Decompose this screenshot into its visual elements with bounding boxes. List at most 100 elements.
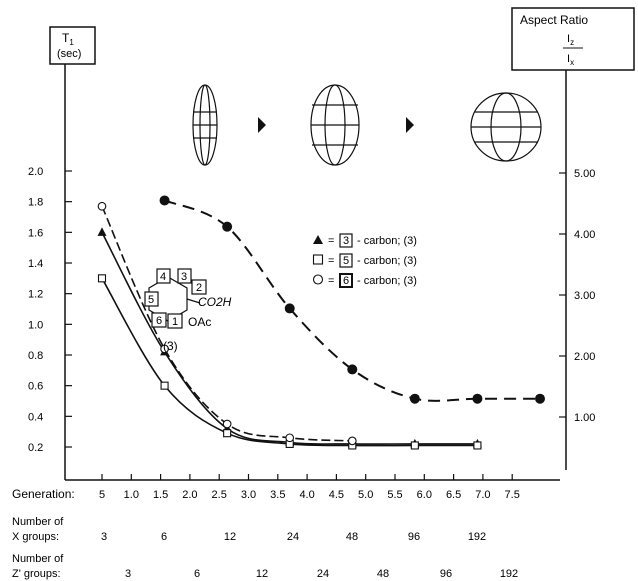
x-axis-ticks: 5 1.0 1.5 2.0 2.5 3.0 3.5 4.0 4.5 5.0 5.5 6.0 6.5 7.0… bbox=[99, 474, 520, 501]
filled-circle-marker bbox=[347, 364, 358, 375]
right-axis-ticks: 1.00 2.00 3.00 4.00 5.00 bbox=[559, 168, 595, 424]
z-groups-values: 3 6 12 24 48 96 192 bbox=[125, 568, 518, 580]
svg-text:3: 3 bbox=[181, 271, 187, 283]
sphere-icon bbox=[470, 92, 542, 162]
legend-number: 3 bbox=[343, 235, 349, 247]
legend-label: - carbon; (3) bbox=[357, 255, 417, 267]
circle-marker bbox=[285, 433, 295, 443]
x-tick-label: 7.5 bbox=[505, 489, 520, 501]
left-tick-label: 0.4 bbox=[28, 411, 43, 423]
series-markers bbox=[97, 195, 545, 450]
circle-marker bbox=[97, 201, 107, 211]
svg-text:2: 2 bbox=[196, 282, 202, 294]
filled-circle-marker bbox=[222, 221, 233, 232]
left-axis-title-box bbox=[49, 26, 96, 65]
x-group-value: 24 bbox=[287, 531, 299, 543]
x-group-value: 6 bbox=[161, 531, 167, 543]
circle-marker bbox=[347, 436, 357, 446]
z-groups-label-1: Number of bbox=[12, 553, 64, 565]
ratio-denominator: Ix bbox=[567, 53, 574, 67]
legend-number: 6 bbox=[343, 275, 349, 287]
square-marker bbox=[473, 441, 482, 450]
x-tick-label: 1.0 bbox=[124, 489, 139, 501]
z-groups-label-2: Z' groups: bbox=[12, 568, 61, 580]
x-tick-label: 3.0 bbox=[241, 489, 256, 501]
left-axis-title: T1 bbox=[62, 31, 74, 47]
x-tick-label: 5.0 bbox=[358, 489, 373, 501]
x-groups-label-1: Number of bbox=[12, 516, 64, 528]
right-axis-title: Aspect Ratio bbox=[520, 13, 588, 27]
arrow-right-icon bbox=[406, 117, 414, 133]
x-tick-label: 5 bbox=[99, 489, 105, 501]
x-groups-values: 3 6 12 24 48 96 192 bbox=[101, 531, 486, 543]
x-group-value: 12 bbox=[224, 531, 236, 543]
left-axis-unit: (sec) bbox=[57, 48, 81, 60]
x-tick-label: 5.5 bbox=[387, 489, 402, 501]
left-tick-label: 2.0 bbox=[28, 166, 43, 178]
right-tick-label: 2.00 bbox=[574, 351, 595, 363]
ellipsoid-mid-icon bbox=[310, 84, 360, 166]
circle-marker bbox=[222, 419, 232, 429]
x-group-value: 192 bbox=[468, 531, 486, 543]
right-tick-label: 4.00 bbox=[574, 229, 595, 241]
x-tick-label: 1.5 bbox=[153, 489, 168, 501]
series-line-circle bbox=[101, 205, 353, 442]
square-marker bbox=[97, 274, 107, 283]
z-group-value: 96 bbox=[440, 568, 452, 580]
legend-number: 5 bbox=[343, 255, 349, 267]
arrow-right-icon bbox=[258, 117, 266, 133]
x-group-value: 3 bbox=[101, 531, 107, 543]
square-marker bbox=[410, 441, 419, 450]
right-axis-title-box bbox=[511, 7, 635, 71]
legend-equals: = bbox=[328, 255, 334, 267]
filled-circle-marker bbox=[284, 303, 295, 314]
svg-text:4: 4 bbox=[160, 271, 166, 283]
x-tick-label: 3.5 bbox=[270, 489, 285, 501]
filled-circle-marker bbox=[159, 195, 170, 206]
z-group-value: 48 bbox=[377, 568, 389, 580]
legend-label: - carbon; (3) bbox=[357, 275, 417, 287]
filled-circle-marker bbox=[535, 393, 545, 404]
z-group-value: 24 bbox=[317, 568, 329, 580]
left-tick-label: 1.4 bbox=[28, 258, 43, 270]
left-tick-label: 1.0 bbox=[28, 319, 43, 331]
circle-marker bbox=[160, 344, 169, 354]
left-tick-label: 0.2 bbox=[28, 442, 43, 454]
svg-text:6: 6 bbox=[156, 315, 162, 327]
left-tick-label: 0.6 bbox=[28, 381, 43, 393]
svg-text:5: 5 bbox=[148, 294, 154, 306]
oac-label: OAc bbox=[188, 315, 211, 329]
legend-equals: = bbox=[328, 235, 334, 247]
x-tick-label: 4.5 bbox=[329, 489, 344, 501]
x-group-value: 96 bbox=[408, 531, 420, 543]
legend-triangle-icon bbox=[313, 235, 323, 244]
left-tick-label: 1.2 bbox=[28, 289, 43, 301]
left-tick-label: 1.8 bbox=[28, 197, 43, 209]
svg-text:1: 1 bbox=[172, 316, 178, 328]
left-axis-ticks: 0.2 0.4 0.6 0.8 1.0 1.2 1.4 1.6 1.8 2.0 bbox=[28, 166, 72, 454]
legend-circle-icon bbox=[312, 274, 324, 285]
legend-label: - carbon; (3) bbox=[357, 235, 417, 247]
left-tick-label: 0.8 bbox=[28, 350, 43, 362]
left-tick-label: 1.6 bbox=[28, 227, 43, 239]
right-tick-label: 5.00 bbox=[574, 168, 595, 180]
co2h-label: CO2H bbox=[198, 295, 232, 309]
ratio-numerator: Iz bbox=[567, 33, 574, 47]
right-tick-label: 3.00 bbox=[574, 290, 595, 302]
x-axis-label: Generation: bbox=[12, 487, 75, 501]
z-group-value: 12 bbox=[256, 568, 268, 580]
legend-number-box bbox=[339, 253, 353, 268]
z-group-value: 6 bbox=[194, 568, 200, 580]
x-tick-label: 2.0 bbox=[182, 489, 197, 501]
square-marker bbox=[160, 381, 169, 390]
structure-labels: 4 3 2 5 6 1 CO2H OAc (3) bbox=[144, 268, 232, 353]
x-group-value: 48 bbox=[346, 531, 358, 543]
x-tick-label: 2.5 bbox=[212, 489, 227, 501]
x-tick-label: 7.0 bbox=[475, 489, 490, 501]
right-tick-label: 1.00 bbox=[574, 412, 595, 424]
x-tick-label: 6.5 bbox=[446, 489, 461, 501]
legend-number-box bbox=[339, 233, 353, 248]
legend-number-box bbox=[339, 273, 353, 288]
legend-equals: = bbox=[328, 275, 334, 287]
